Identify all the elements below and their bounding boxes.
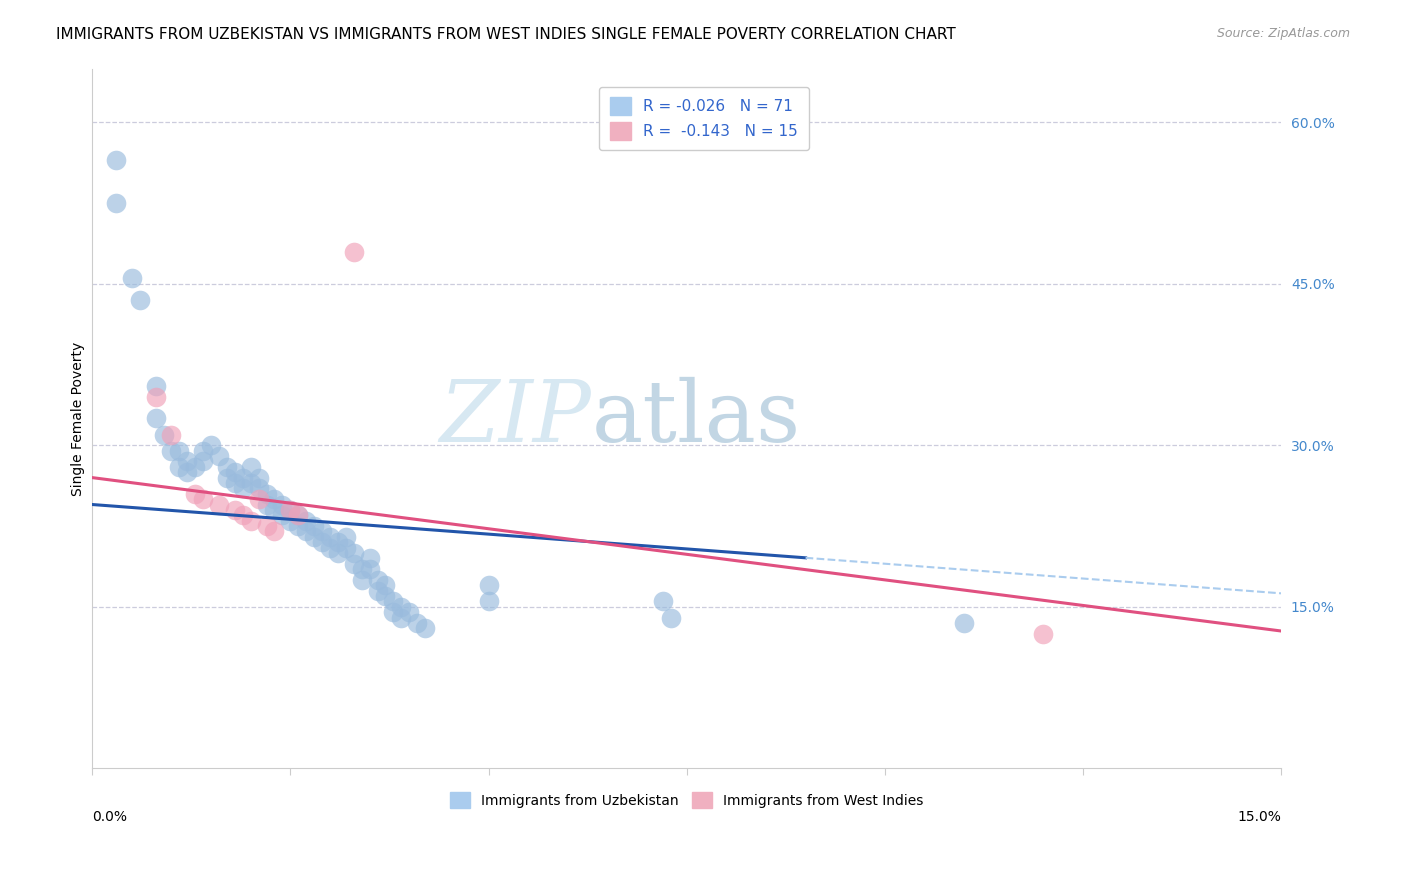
Point bbox=[389, 610, 412, 624]
Point bbox=[256, 519, 278, 533]
Point bbox=[215, 459, 238, 474]
Point bbox=[247, 470, 270, 484]
Point bbox=[145, 379, 167, 393]
Point bbox=[271, 508, 294, 523]
Point bbox=[302, 519, 325, 533]
Point bbox=[263, 524, 285, 539]
Point bbox=[953, 615, 976, 630]
Point bbox=[200, 438, 222, 452]
Point bbox=[359, 562, 381, 576]
Point bbox=[367, 583, 389, 598]
Point bbox=[239, 475, 262, 490]
Point bbox=[382, 605, 405, 619]
Point bbox=[191, 443, 214, 458]
Text: 15.0%: 15.0% bbox=[1237, 810, 1281, 824]
Point bbox=[224, 503, 246, 517]
Point bbox=[184, 459, 207, 474]
Point bbox=[263, 503, 285, 517]
Point bbox=[335, 541, 357, 555]
Point bbox=[160, 443, 183, 458]
Text: ZIP: ZIP bbox=[440, 377, 592, 459]
Point bbox=[247, 481, 270, 495]
Point bbox=[152, 427, 174, 442]
Y-axis label: Single Female Poverty: Single Female Poverty bbox=[72, 342, 86, 496]
Point bbox=[232, 508, 254, 523]
Point bbox=[398, 605, 420, 619]
Point bbox=[343, 244, 366, 259]
Point bbox=[382, 594, 405, 608]
Point bbox=[232, 481, 254, 495]
Point bbox=[326, 546, 349, 560]
Point bbox=[208, 498, 231, 512]
Point bbox=[145, 411, 167, 425]
Point bbox=[295, 514, 318, 528]
Point bbox=[280, 503, 302, 517]
Point bbox=[1032, 626, 1054, 640]
Text: atlas: atlas bbox=[592, 376, 800, 460]
Point bbox=[263, 492, 285, 507]
Point bbox=[374, 578, 396, 592]
Text: 0.0%: 0.0% bbox=[93, 810, 127, 824]
Point bbox=[311, 524, 333, 539]
Point bbox=[374, 589, 396, 603]
Point bbox=[256, 498, 278, 512]
Point bbox=[176, 454, 198, 468]
Point bbox=[191, 454, 214, 468]
Point bbox=[287, 508, 309, 523]
Point bbox=[247, 492, 270, 507]
Point bbox=[145, 390, 167, 404]
Point bbox=[389, 599, 412, 614]
Point bbox=[128, 293, 150, 307]
Point bbox=[302, 530, 325, 544]
Point bbox=[104, 153, 127, 167]
Point bbox=[160, 427, 183, 442]
Point bbox=[169, 459, 191, 474]
Point bbox=[280, 514, 302, 528]
Point bbox=[271, 498, 294, 512]
Point bbox=[239, 459, 262, 474]
Point bbox=[280, 503, 302, 517]
Point bbox=[184, 487, 207, 501]
Point bbox=[359, 551, 381, 566]
Point bbox=[326, 535, 349, 549]
Point bbox=[319, 541, 342, 555]
Point bbox=[287, 508, 309, 523]
Point bbox=[659, 610, 682, 624]
Text: IMMIGRANTS FROM UZBEKISTAN VS IMMIGRANTS FROM WEST INDIES SINGLE FEMALE POVERTY : IMMIGRANTS FROM UZBEKISTAN VS IMMIGRANTS… bbox=[56, 27, 956, 42]
Point bbox=[367, 573, 389, 587]
Point bbox=[319, 530, 342, 544]
Point bbox=[224, 465, 246, 479]
Point bbox=[239, 514, 262, 528]
Text: Source: ZipAtlas.com: Source: ZipAtlas.com bbox=[1216, 27, 1350, 40]
Point bbox=[413, 621, 436, 635]
Point bbox=[335, 530, 357, 544]
Point bbox=[121, 271, 143, 285]
Point bbox=[287, 519, 309, 533]
Point bbox=[350, 562, 373, 576]
Point bbox=[169, 443, 191, 458]
Point bbox=[191, 492, 214, 507]
Point bbox=[224, 475, 246, 490]
Point bbox=[343, 546, 366, 560]
Point bbox=[343, 557, 366, 571]
Point bbox=[256, 487, 278, 501]
Point bbox=[232, 470, 254, 484]
Point bbox=[176, 465, 198, 479]
Point bbox=[311, 535, 333, 549]
Point bbox=[406, 615, 429, 630]
Legend: Immigrants from Uzbekistan, Immigrants from West Indies: Immigrants from Uzbekistan, Immigrants f… bbox=[444, 787, 929, 814]
Point bbox=[477, 594, 499, 608]
Point bbox=[651, 594, 673, 608]
Point bbox=[295, 524, 318, 539]
Point bbox=[208, 449, 231, 463]
Point bbox=[350, 573, 373, 587]
Point bbox=[477, 578, 499, 592]
Point bbox=[104, 196, 127, 211]
Point bbox=[215, 470, 238, 484]
